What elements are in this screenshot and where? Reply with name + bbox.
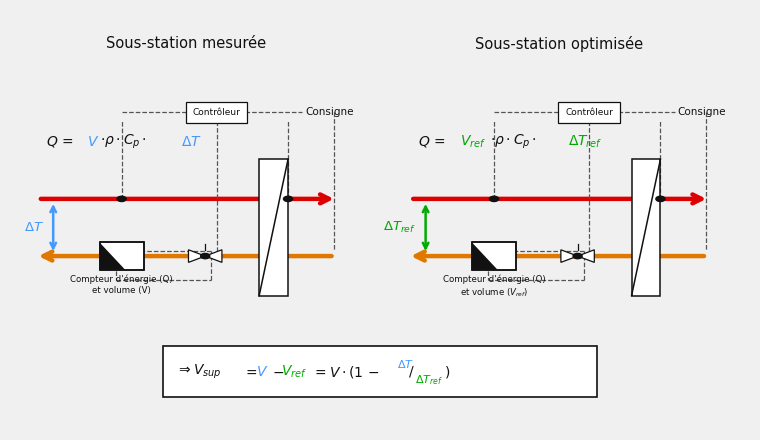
Polygon shape (188, 250, 205, 262)
Text: $\Delta T_{ref}$: $\Delta T_{ref}$ (415, 373, 443, 387)
Text: $)$: $)$ (444, 364, 450, 380)
Polygon shape (472, 242, 498, 270)
Polygon shape (632, 159, 660, 296)
Text: $\Delta T_{ref}$: $\Delta T_{ref}$ (383, 220, 416, 235)
Polygon shape (561, 250, 578, 262)
Text: $\cdot\rho\cdot C_p\cdot$: $\cdot\rho\cdot C_p\cdot$ (100, 132, 147, 151)
Text: $\Delta T_{ref}$: $\Delta T_{ref}$ (568, 133, 603, 150)
Polygon shape (100, 242, 144, 270)
Text: Sous-station mesurée: Sous-station mesurée (106, 37, 266, 51)
Text: Contrôleur: Contrôleur (565, 108, 613, 117)
Text: $\,-\,$: $\,-\,$ (268, 365, 285, 379)
Text: $\Delta T$: $\Delta T$ (181, 135, 201, 149)
Polygon shape (472, 242, 516, 270)
FancyBboxPatch shape (185, 102, 247, 123)
Circle shape (656, 196, 665, 202)
Polygon shape (100, 242, 125, 270)
Text: $V$: $V$ (87, 135, 100, 149)
Text: Sous-station optimisée: Sous-station optimisée (474, 36, 643, 52)
Polygon shape (259, 159, 288, 296)
Text: $\cdot\rho\cdot C_p\cdot$: $\cdot\rho\cdot C_p\cdot$ (490, 132, 537, 151)
Circle shape (201, 253, 210, 259)
Polygon shape (205, 250, 222, 262)
Circle shape (283, 196, 293, 202)
Text: $= V \cdot (1\,-\,$: $= V \cdot (1\,-\,$ (312, 364, 379, 380)
Text: $V_{ref}$: $V_{ref}$ (281, 363, 307, 380)
Text: $\Rightarrow V_{sup}$: $\Rightarrow V_{sup}$ (176, 363, 222, 381)
Polygon shape (578, 250, 594, 262)
Text: $V$: $V$ (256, 365, 268, 379)
FancyBboxPatch shape (558, 102, 619, 123)
Circle shape (489, 196, 499, 202)
Text: Contrôleur: Contrôleur (193, 108, 240, 117)
Circle shape (573, 253, 582, 259)
Text: Consigne: Consigne (305, 107, 353, 117)
Text: $/$: $/$ (408, 364, 415, 379)
Text: Compteur d'énergie (Q)
et volume (V): Compteur d'énergie (Q) et volume (V) (70, 275, 173, 295)
Text: $\Delta T$: $\Delta T$ (24, 221, 44, 234)
Text: $V_{ref}$: $V_{ref}$ (460, 133, 486, 150)
Text: $=$: $=$ (243, 365, 258, 379)
Text: $Q\,=\,$: $Q\,=\,$ (46, 134, 74, 149)
Text: Compteur d'énergie (Q)
et volume ($V_{ref}$): Compteur d'énergie (Q) et volume ($V_{re… (442, 275, 546, 299)
FancyBboxPatch shape (163, 346, 597, 397)
Text: $\Delta T$: $\Delta T$ (397, 358, 414, 370)
Circle shape (117, 196, 126, 202)
Text: $Q\,=\,$: $Q\,=\,$ (418, 134, 446, 149)
Text: Consigne: Consigne (678, 107, 726, 117)
